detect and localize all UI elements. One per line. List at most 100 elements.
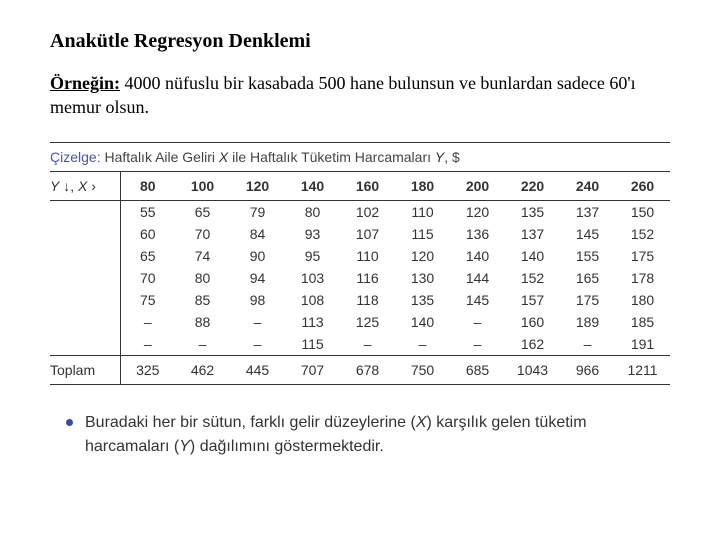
col-header: 200 [450,171,505,200]
intro-lead: Örneğin: [50,73,120,93]
caption-y: Y [435,149,444,165]
table-row: 55657980102110120135137150 [50,200,670,223]
row-lead [50,333,120,356]
yx-x: X [78,178,87,194]
data-cell: 150 [615,200,670,223]
data-cell: 140 [505,245,560,267]
data-cell: 152 [505,267,560,289]
data-cell: 60 [120,223,175,245]
data-cell: 116 [340,267,395,289]
data-cell: – [340,333,395,356]
caption-text-b: ile Haftalık Tüketim Harcamaları [228,149,435,165]
data-cell: 74 [175,245,230,267]
total-cell: 966 [560,355,615,384]
data-cell: 180 [615,289,670,311]
col-header: 120 [230,171,285,200]
total-cell: 325 [120,355,175,384]
data-cell: 120 [395,245,450,267]
data-cell: 80 [285,200,340,223]
table-row: –88–113125140–160189185 [50,311,670,333]
page-heading: Anakütle Regresyon Denklemi [50,30,670,53]
bullet-x: X [416,414,427,431]
total-cell: 750 [395,355,450,384]
data-cell: 137 [505,223,560,245]
total-cell: 445 [230,355,285,384]
data-cell: 70 [175,223,230,245]
table-row: 758598108118135145157175180 [50,289,670,311]
data-cell: 107 [340,223,395,245]
yx-arrow-right: › [87,178,96,194]
bullet-text: Buradaki her bir sütun, farklı gelir düz… [85,411,670,459]
table-caption: Çizelge: Haftalık Aile Geliri X ile Haft… [50,142,670,171]
caption-x: X [219,149,228,165]
data-table: Y ↓, X › 80 100 120 140 160 180 200 220 … [50,171,670,385]
data-cell: – [450,311,505,333]
data-cell: – [120,333,175,356]
data-cell: 145 [560,223,615,245]
total-cell: 462 [175,355,230,384]
data-cell: 90 [230,245,285,267]
data-cell: 84 [230,223,285,245]
data-cell: 135 [505,200,560,223]
data-cell: – [230,333,285,356]
yx-arrow-down: ↓, [59,178,78,194]
total-row: Toplam 325 462 445 707 678 750 685 1043 … [50,355,670,384]
caption-text-a: Haftalık Aile Geliri [101,149,219,165]
data-cell: – [120,311,175,333]
data-cell: 157 [505,289,560,311]
data-cell: 88 [175,311,230,333]
data-cell: 115 [395,223,450,245]
data-cell: 79 [230,200,285,223]
col-header: 80 [120,171,175,200]
table-row: 65749095110120140140155175 [50,245,670,267]
data-cell: 98 [230,289,285,311]
data-cell: 175 [560,289,615,311]
col-header: 140 [285,171,340,200]
col-header: 160 [340,171,395,200]
row-lead [50,289,120,311]
row-lead [50,223,120,245]
data-cell: 75 [120,289,175,311]
data-table-wrap: Çizelge: Haftalık Aile Geliri X ile Haft… [50,142,670,385]
data-cell: 145 [450,289,505,311]
data-cell: 165 [560,267,615,289]
data-cell: – [395,333,450,356]
data-cell: 103 [285,267,340,289]
header-row: Y ↓, X › 80 100 120 140 160 180 200 220 … [50,171,670,200]
total-cell: 678 [340,355,395,384]
data-cell: 65 [175,200,230,223]
row-lead [50,200,120,223]
data-cell: 118 [340,289,395,311]
data-cell: 94 [230,267,285,289]
yx-header: Y ↓, X › [50,171,120,200]
table-row: –––115–––162–191 [50,333,670,356]
data-cell: 175 [615,245,670,267]
bullet-note: Buradaki her bir sütun, farklı gelir düz… [50,411,670,459]
data-cell: 70 [120,267,175,289]
bullet-text-a: Buradaki her bir sütun, farklı gelir düz… [85,414,416,431]
data-cell: 125 [340,311,395,333]
data-cell: 137 [560,200,615,223]
intro-rest: 4000 nüfuslu bir kasabada 500 hane bulun… [50,73,636,117]
data-cell: 191 [615,333,670,356]
data-cell: 80 [175,267,230,289]
data-cell: 120 [450,200,505,223]
data-cell: 130 [395,267,450,289]
data-cell: 113 [285,311,340,333]
col-header: 180 [395,171,450,200]
data-cell: 115 [285,333,340,356]
bullet-y: Y [179,438,190,455]
col-header: 240 [560,171,615,200]
data-cell: 85 [175,289,230,311]
data-cell: 102 [340,200,395,223]
col-header: 100 [175,171,230,200]
total-cell: 1043 [505,355,560,384]
data-cell: 152 [615,223,670,245]
data-cell: 135 [395,289,450,311]
data-cell: 108 [285,289,340,311]
row-lead [50,267,120,289]
row-lead [50,311,120,333]
data-cell: – [230,311,285,333]
data-cell: 160 [505,311,560,333]
data-cell: 155 [560,245,615,267]
